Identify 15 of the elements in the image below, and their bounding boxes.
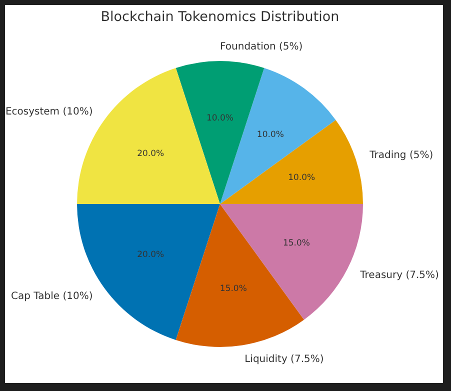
data-label: 15.0% [282,238,310,248]
slice-label: Foundation (5%) [220,41,303,52]
data-label: 10.0% [256,130,284,140]
data-label: 20.0% [137,250,164,260]
chart-title: Blockchain Tokenomics Distribution [100,9,340,25]
data-label: 15.0% [220,284,247,294]
data-label: 20.0% [137,148,164,159]
slice-label: Treasury (7.5%) [359,270,440,282]
slice-label: Ecosystem (10%) [5,106,93,118]
data-label: 10.0% [206,114,234,124]
data-label: 10.0% [288,172,316,183]
slice-label: Cap Table (10%) [11,291,93,302]
slice-label: Liquidity (7.5%) [244,354,324,366]
pie-slice [220,120,363,204]
slice-label: Trading (5%) [368,150,434,162]
